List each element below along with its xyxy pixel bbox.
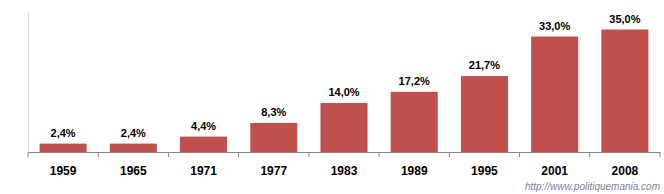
separator bbox=[589, 152, 590, 157]
data-label: 4,4% bbox=[191, 120, 216, 132]
x-tick: 1995 bbox=[471, 152, 498, 178]
separator bbox=[308, 152, 309, 157]
bar bbox=[250, 123, 297, 152]
data-label: 2,4% bbox=[121, 127, 146, 139]
x-tick: 1959 bbox=[50, 152, 77, 178]
separator bbox=[379, 152, 380, 157]
x-tick-label: 1977 bbox=[260, 164, 287, 178]
x-tick: 1983 bbox=[331, 152, 358, 178]
separator bbox=[98, 152, 99, 157]
data-labels: 2,4% 2,4% 4,4% 8,3% 14,0% 17,2% 21,7% 33,0% 35,0… bbox=[51, 13, 641, 139]
separators bbox=[28, 152, 660, 157]
data-label: 21,7% bbox=[469, 59, 500, 71]
x-tick-label: 1983 bbox=[331, 164, 358, 178]
bar bbox=[180, 137, 227, 152]
data-label: 17,2% bbox=[399, 75, 430, 87]
x-tick: 2001 bbox=[541, 152, 568, 178]
x-tick-label: 1995 bbox=[471, 164, 498, 178]
x-tick: 1971 bbox=[190, 152, 217, 178]
bar bbox=[461, 76, 508, 152]
separator bbox=[519, 152, 520, 157]
data-label: 8,3% bbox=[261, 106, 286, 118]
data-label: 14,0% bbox=[328, 86, 359, 98]
separator bbox=[28, 152, 29, 157]
y-axis-line bbox=[28, 13, 29, 153]
data-label: 2,4% bbox=[51, 127, 76, 139]
x-tick: 1965 bbox=[120, 152, 147, 178]
x-axis-line bbox=[29, 152, 661, 153]
source-annotation: http://www.politiquemania.com bbox=[525, 181, 660, 192]
bar bbox=[391, 92, 438, 152]
y-axis bbox=[28, 13, 29, 153]
chart: 1959 1965 1971 1977 1983 1989 1995 2001 2008 2,4%… bbox=[0, 0, 664, 194]
x-tick-label: 1971 bbox=[190, 164, 217, 178]
bar bbox=[320, 103, 367, 152]
separator bbox=[449, 152, 450, 157]
x-tick-label: 1989 bbox=[401, 164, 428, 178]
bar bbox=[531, 37, 578, 153]
x-tick-label: 2001 bbox=[541, 164, 568, 178]
bar bbox=[40, 144, 87, 152]
x-tick-label: 1959 bbox=[50, 164, 77, 178]
separator bbox=[168, 152, 169, 157]
bar bbox=[110, 144, 157, 152]
x-axis: 1959 1965 1971 1977 1983 1989 1995 2001 2008 bbox=[29, 152, 661, 178]
x-tick-label: 1965 bbox=[120, 164, 147, 178]
x-tick-label: 2008 bbox=[612, 164, 639, 178]
x-tick: 2008 bbox=[612, 152, 639, 178]
bar bbox=[601, 30, 648, 153]
separator bbox=[660, 152, 661, 157]
x-tick: 1977 bbox=[260, 152, 287, 178]
bars bbox=[40, 30, 649, 153]
separator bbox=[238, 152, 239, 157]
data-label: 33,0% bbox=[539, 20, 570, 32]
data-label: 35,0% bbox=[609, 13, 640, 25]
x-tick: 1989 bbox=[401, 152, 428, 178]
